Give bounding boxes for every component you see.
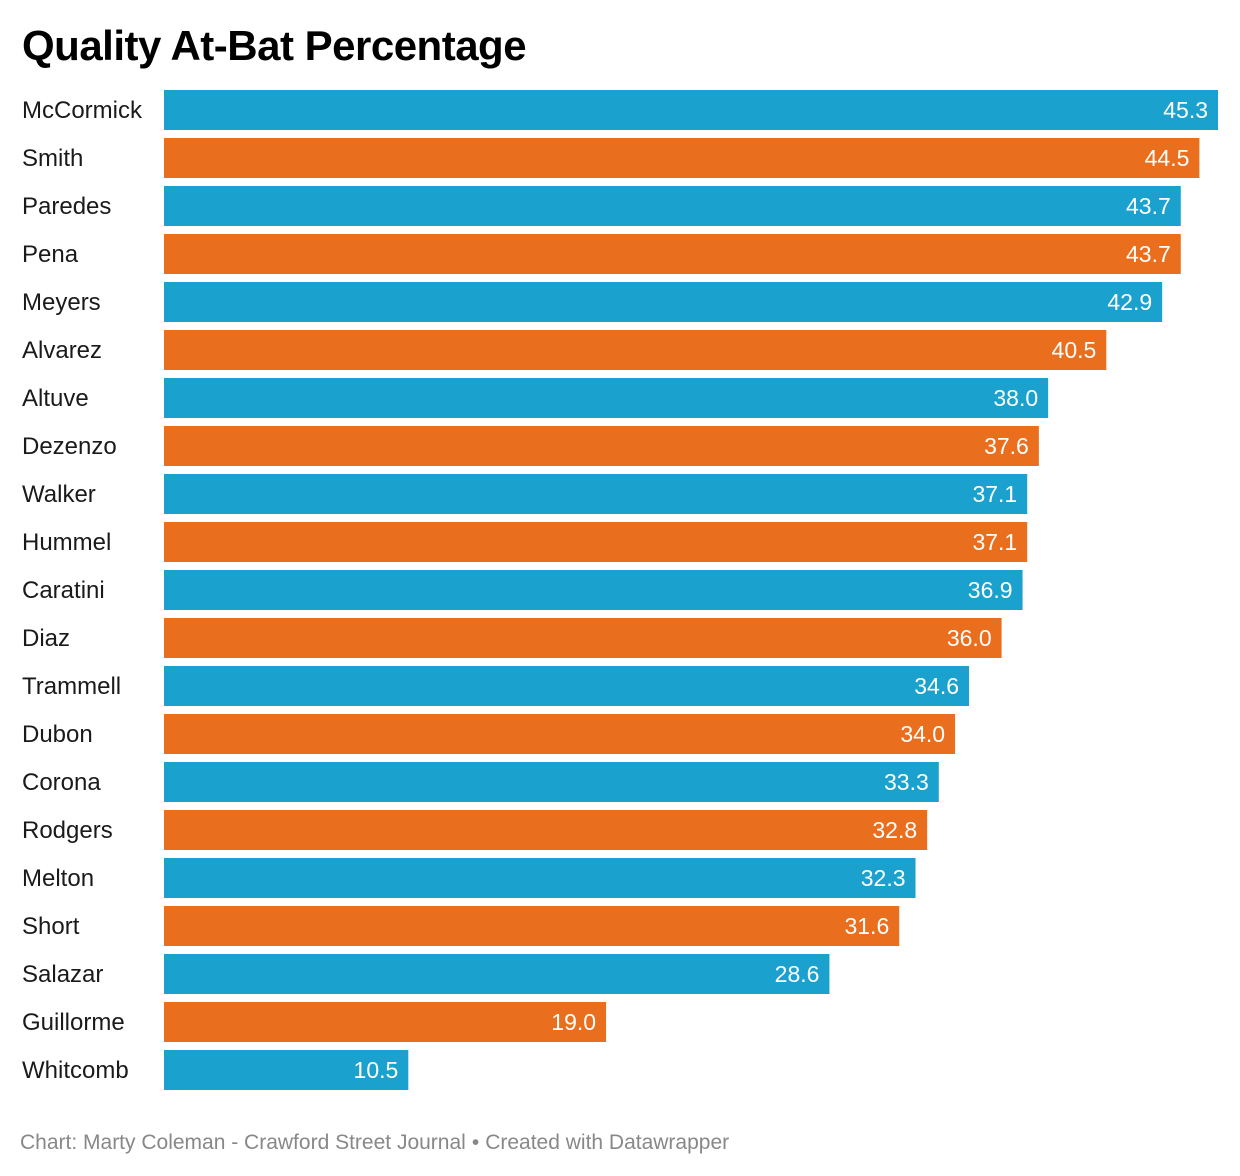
bar-row: Pena 43.7 (22, 234, 1181, 274)
category-label: McCormick (22, 97, 143, 124)
footer-separator: • (471, 1131, 480, 1154)
value-label: 45.3 (1163, 97, 1208, 123)
category-label: Smith (22, 145, 83, 172)
value-label: 31.6 (844, 913, 889, 939)
value-label: 38.0 (993, 385, 1038, 411)
value-label: 32.3 (861, 865, 906, 891)
value-label: 28.6 (775, 961, 820, 987)
value-label: 44.5 (1145, 145, 1190, 171)
bar-row: Smith 44.5 (22, 138, 1200, 178)
category-label: Guillorme (22, 1009, 125, 1036)
bar (164, 474, 1028, 514)
bar-row: Caratini 36.9 (22, 570, 1023, 610)
bar (164, 762, 939, 802)
value-label: 10.5 (354, 1057, 399, 1083)
value-label: 37.1 (972, 529, 1017, 555)
bar-row: McCormick 45.3 (22, 90, 1218, 130)
value-label: 36.0 (947, 625, 992, 651)
value-label: 37.6 (984, 433, 1029, 459)
category-label: Meyers (22, 289, 101, 316)
value-label: 33.3 (884, 769, 929, 795)
bar (164, 618, 1002, 658)
bar (164, 378, 1049, 418)
value-label: 34.0 (900, 721, 945, 747)
bar (164, 1002, 607, 1042)
bar-row: Walker 37.1 (22, 474, 1028, 514)
bar (164, 522, 1028, 562)
bar-chart: McCormick 45.3 Smith 44.5 Paredes 43.7 Pena 43.… (22, 90, 1218, 1090)
category-label: Whitcomb (22, 1057, 129, 1084)
bar (164, 90, 1218, 130)
bar (164, 810, 928, 850)
category-label: Dezenzo (22, 433, 117, 460)
value-label: 42.9 (1107, 289, 1152, 315)
category-label: Hummel (22, 529, 111, 556)
bar-row: Rodgers 32.8 (22, 810, 928, 850)
bar (164, 186, 1181, 226)
category-label: Diaz (22, 625, 70, 652)
category-label: Pena (22, 241, 79, 268)
bar-row: Salazar 28.6 (22, 954, 830, 994)
bar-row: Dezenzo 37.6 (22, 426, 1039, 466)
bar (164, 282, 1163, 322)
value-label: 40.5 (1052, 337, 1097, 363)
bar-row: Dubon 34.0 (22, 714, 956, 754)
value-label: 36.9 (968, 577, 1013, 603)
bar (164, 234, 1181, 274)
bar (164, 714, 956, 754)
category-label: Caratini (22, 577, 105, 604)
bar (164, 858, 916, 898)
category-label: Short (22, 913, 80, 940)
value-label: 34.6 (914, 673, 959, 699)
value-label: 43.7 (1126, 193, 1171, 219)
bar (164, 426, 1039, 466)
bar-row: Diaz 36.0 (22, 618, 1002, 658)
chart-footer: Chart: Marty Coleman - Crawford Street J… (20, 1128, 729, 1158)
category-label: Alvarez (22, 337, 102, 364)
category-label: Trammell (22, 673, 121, 700)
value-label: 19.0 (551, 1009, 596, 1035)
category-label: Dubon (22, 721, 93, 748)
chart-title: Quality At-Bat Percentage (22, 22, 527, 69)
bar-row: Hummel 37.1 (22, 522, 1028, 562)
category-label: Melton (22, 865, 94, 892)
bar-row: Altuve 38.0 (22, 378, 1049, 418)
chart-credit: Chart: Marty Coleman - Crawford Street J… (20, 1131, 466, 1154)
bar-row: Meyers 42.9 (22, 282, 1163, 322)
category-label: Altuve (22, 385, 89, 412)
category-label: Salazar (22, 961, 103, 988)
bar-row: Melton 32.3 (22, 858, 916, 898)
bar-row: Paredes 43.7 (22, 186, 1181, 226)
bar-row: Short 31.6 (22, 906, 900, 946)
bar-row: Trammell 34.6 (22, 666, 970, 706)
bar-row: Whitcomb 10.5 (22, 1050, 409, 1090)
bar (164, 666, 970, 706)
category-label: Paredes (22, 193, 111, 220)
value-label: 32.8 (872, 817, 917, 843)
tool-credit: Created with Datawrapper (485, 1131, 730, 1154)
bars-layer: McCormick 45.3 Smith 44.5 Paredes 43.7 Pena 43.… (22, 90, 1218, 1090)
bar-row: Corona 33.3 (22, 762, 939, 802)
bar (164, 1050, 409, 1090)
category-label: Walker (22, 481, 96, 508)
category-label: Rodgers (22, 817, 113, 844)
bar-row: Guillorme 19.0 (22, 1002, 607, 1042)
bar (164, 330, 1107, 370)
bar (164, 906, 900, 946)
category-label: Corona (22, 769, 101, 796)
bar-row: Alvarez 40.5 (22, 330, 1107, 370)
bar (164, 138, 1200, 178)
bar (164, 570, 1023, 610)
value-label: 43.7 (1126, 241, 1171, 267)
bar (164, 954, 830, 994)
value-label: 37.1 (972, 481, 1017, 507)
